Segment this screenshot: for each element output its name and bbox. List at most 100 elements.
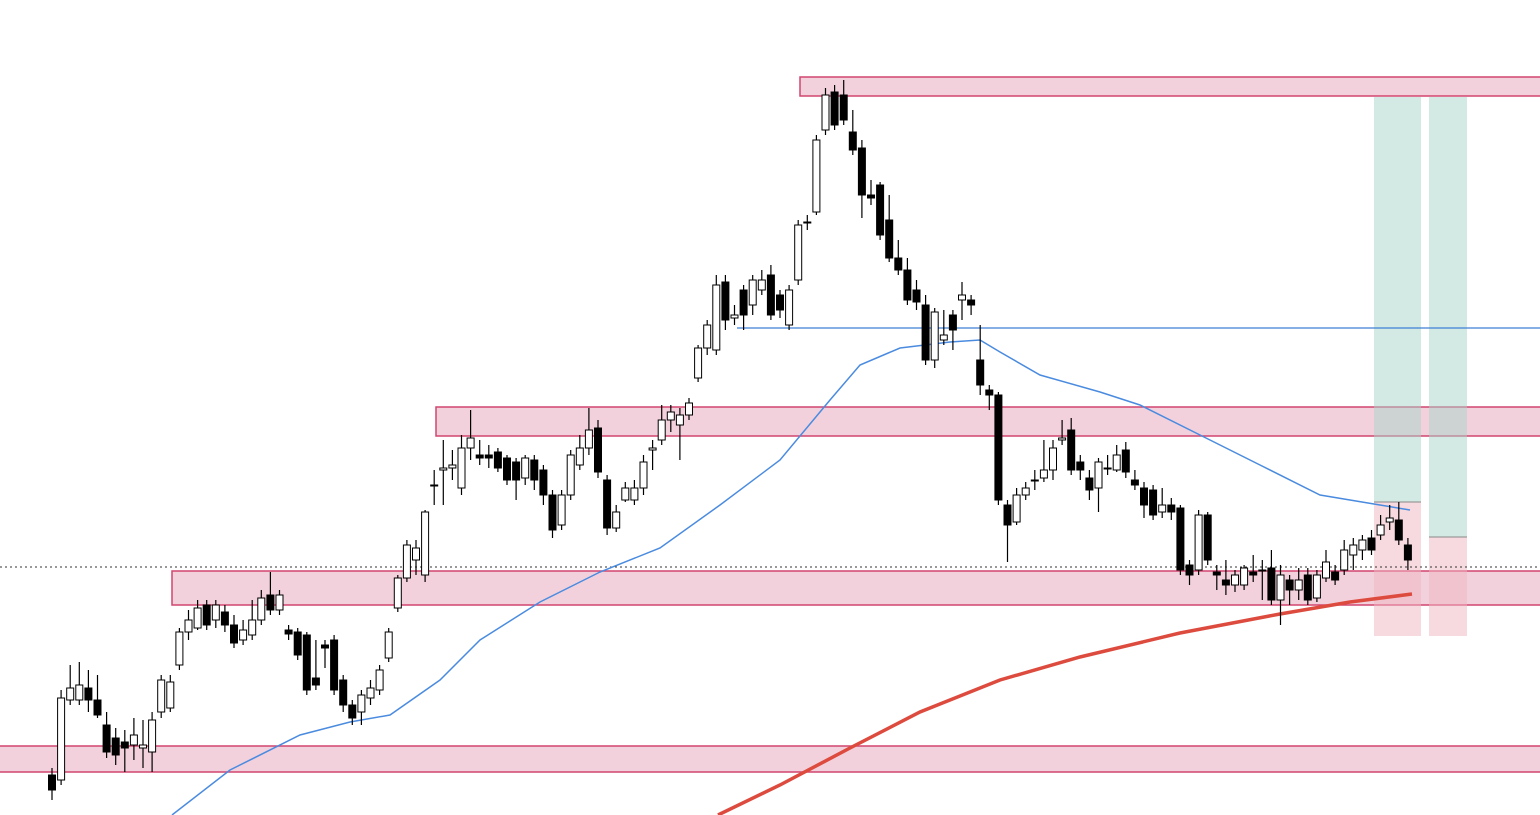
candle-body	[339, 679, 348, 706]
candle-body	[384, 631, 393, 659]
candle-body	[603, 479, 612, 529]
candle-body	[1367, 537, 1376, 551]
candle-body	[1258, 569, 1267, 572]
candle-body	[785, 289, 794, 326]
candle-body	[84, 687, 93, 701]
candle-body	[821, 94, 830, 131]
candle-body	[666, 411, 675, 421]
candle-body	[166, 681, 175, 709]
candle-body	[1021, 487, 1030, 496]
candle-body	[885, 219, 894, 259]
candle-body	[1058, 437, 1067, 441]
candle-body	[448, 464, 457, 469]
candle-body	[1276, 574, 1285, 601]
candle-body	[321, 644, 329, 649]
candle-body	[557, 494, 566, 526]
candle-body	[1249, 571, 1258, 576]
candle-body	[484, 454, 493, 459]
candle-body	[848, 131, 857, 151]
candle-body	[157, 679, 166, 713]
candle-body	[120, 741, 129, 749]
position-boxes	[1374, 97, 1467, 636]
candle-body	[830, 91, 839, 126]
candle-body	[1140, 487, 1148, 506]
candle-body	[348, 704, 357, 719]
candle-body	[867, 194, 875, 199]
candle-body	[739, 289, 748, 316]
candle-body	[1167, 504, 1176, 513]
candle-body	[757, 279, 766, 291]
candle-body	[1039, 469, 1048, 479]
candle-body	[657, 419, 666, 441]
candle-body	[266, 594, 275, 611]
candle-body	[211, 604, 220, 621]
candle-body	[958, 294, 966, 301]
candle-body	[57, 697, 66, 781]
candle-body	[575, 447, 584, 466]
candle-body	[539, 469, 548, 496]
candle-body	[1149, 489, 1158, 516]
candle-body	[976, 359, 985, 386]
candle-body	[1103, 467, 1112, 470]
moving-average	[717, 592, 1413, 815]
candle-body	[75, 684, 84, 701]
candle-body	[148, 719, 157, 753]
candle-body	[366, 687, 375, 699]
candle-body	[794, 224, 803, 281]
candle-body	[894, 257, 903, 271]
candle-body	[503, 457, 511, 481]
candle-body	[475, 454, 484, 459]
candle-body	[748, 279, 757, 306]
candle-body	[876, 184, 885, 236]
candle-body	[857, 147, 866, 196]
candle-body	[948, 314, 957, 331]
candle-body	[1340, 549, 1349, 571]
candle-body	[1358, 539, 1367, 551]
candles	[48, 80, 1412, 800]
candle-body	[1285, 579, 1294, 591]
candle-body	[1240, 567, 1249, 586]
candle-body	[230, 624, 238, 644]
candle-body	[530, 459, 539, 481]
candle-body	[220, 611, 229, 626]
candle-body	[284, 629, 293, 635]
zones	[0, 76, 1540, 773]
candle-body	[1403, 544, 1412, 561]
candle-body	[1203, 514, 1212, 561]
candle-body	[912, 289, 921, 303]
candle-body	[967, 299, 976, 306]
candle-body	[357, 694, 366, 713]
candle-body	[311, 677, 320, 686]
candle-body	[939, 334, 948, 341]
candle-body	[1303, 574, 1312, 601]
candle-body	[803, 221, 812, 224]
candle-body	[1030, 479, 1039, 482]
candle-body	[1231, 574, 1239, 586]
candle-body	[694, 347, 703, 379]
candle-body	[1049, 447, 1057, 471]
zone	[799, 76, 1540, 97]
candle-body	[302, 634, 311, 691]
candle-body	[639, 461, 648, 489]
candle-body	[812, 139, 821, 213]
candle-body	[175, 631, 184, 666]
candle-body	[1331, 571, 1340, 581]
moving-average	[171, 339, 1411, 815]
candle-body	[1221, 579, 1230, 586]
candle-body	[512, 461, 521, 481]
zone	[435, 406, 1540, 437]
candle-body	[621, 487, 630, 501]
candle-body	[48, 774, 56, 791]
candle-body	[548, 494, 557, 531]
candle-body	[985, 389, 994, 396]
candle-body	[275, 594, 284, 611]
candle-body	[375, 669, 384, 691]
candle-body	[1322, 561, 1330, 579]
stop-box	[1429, 537, 1467, 636]
candle-body	[102, 724, 111, 753]
candle-body	[1112, 454, 1121, 471]
candle-body	[594, 427, 602, 473]
candle-body	[685, 402, 693, 416]
